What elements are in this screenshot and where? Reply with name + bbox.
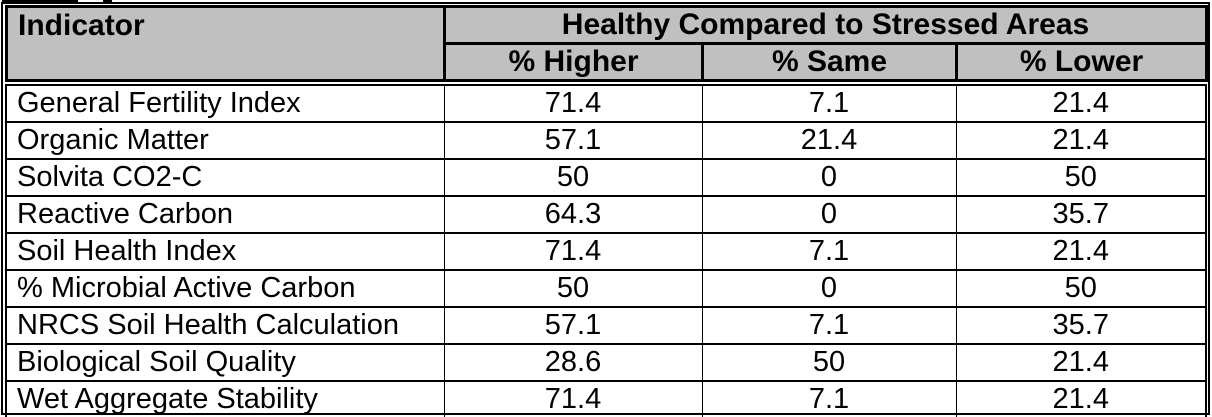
indicator-name: % Microbial Active Carbon xyxy=(5,269,445,308)
table-row: Reactive Carbon 64.3 0 35.7 xyxy=(5,195,1207,234)
table-row: General Fertility Index 71.4 7.1 21.4 xyxy=(5,84,1207,123)
percent-higher-value: 57.1 xyxy=(443,121,703,160)
column-header-indicator: Indicator xyxy=(5,5,446,82)
table-row: Solvita CO2-C 50 0 50 xyxy=(5,158,1207,197)
percent-higher-value: 71.4 xyxy=(443,380,703,417)
percent-lower-value: 21.4 xyxy=(955,343,1207,382)
percent-lower-value: 21.4 xyxy=(955,380,1207,417)
percent-lower-value: 21.4 xyxy=(955,84,1207,123)
percent-same-value: 21.4 xyxy=(701,121,957,160)
percent-same-value: 7.1 xyxy=(701,232,957,271)
indicator-name: Wet Aggregate Stability xyxy=(5,380,445,417)
indicator-name: Biological Soil Quality xyxy=(5,343,445,382)
table-row: Wet Aggregate Stability 71.4 7.1 21.4 xyxy=(5,380,1207,417)
percent-lower-value: 21.4 xyxy=(955,121,1207,160)
percent-higher-value: 64.3 xyxy=(443,195,703,234)
column-header-percent-lower: % Lower xyxy=(954,42,1209,82)
indicator-name: General Fertility Index xyxy=(5,84,445,123)
indicator-name: NRCS Soil Health Calculation xyxy=(5,306,445,345)
indicator-table-body: General Fertility Index 71.4 7.1 21.4 Or… xyxy=(5,84,1207,417)
percent-higher-value: 50 xyxy=(443,158,703,197)
percent-same-value: 50 xyxy=(701,343,957,382)
percent-same-value: 7.1 xyxy=(701,84,957,123)
percent-higher-value: 71.4 xyxy=(443,84,703,123)
percent-higher-value: 57.1 xyxy=(443,306,703,345)
percent-same-value: 7.1 xyxy=(701,380,957,417)
percent-higher-value: 50 xyxy=(443,269,703,308)
percent-lower-value: 50 xyxy=(955,269,1207,308)
table-row: Organic Matter 57.1 21.4 21.4 xyxy=(5,121,1207,160)
percent-lower-value: 21.4 xyxy=(955,232,1207,271)
cropped-text-artifact xyxy=(103,0,112,3)
percent-same-value: 0 xyxy=(701,158,957,197)
percent-lower-value: 50 xyxy=(955,158,1207,197)
cropped-text-artifact xyxy=(2,0,78,2)
column-header-percent-higher: % Higher xyxy=(443,42,704,82)
indicator-name: Organic Matter xyxy=(5,121,445,160)
indicator-name: Reactive Carbon xyxy=(5,195,445,234)
percent-lower-value: 35.7 xyxy=(955,306,1207,345)
column-header-percent-same: % Same xyxy=(701,42,958,82)
indicator-name: Soil Health Index xyxy=(5,232,445,271)
indicator-table-header: Indicator Healthy Compared to Stressed A… xyxy=(5,5,1209,82)
column-group-header-healthy-vs-stressed: Healthy Compared to Stressed Areas xyxy=(442,5,1209,45)
percent-higher-value: 28.6 xyxy=(443,343,703,382)
table-row: Biological Soil Quality 28.6 50 21.4 xyxy=(5,343,1207,382)
indicator-name: Solvita CO2-C xyxy=(5,158,445,197)
percent-same-value: 0 xyxy=(701,195,957,234)
percent-same-value: 7.1 xyxy=(701,306,957,345)
percent-same-value: 0 xyxy=(701,269,957,308)
percent-higher-value: 71.4 xyxy=(443,232,703,271)
percent-lower-value: 35.7 xyxy=(955,195,1207,234)
table-row: % Microbial Active Carbon 50 0 50 xyxy=(5,269,1207,308)
table-row: NRCS Soil Health Calculation 57.1 7.1 35… xyxy=(5,306,1207,345)
table-row: Soil Health Index 71.4 7.1 21.4 xyxy=(5,232,1207,271)
